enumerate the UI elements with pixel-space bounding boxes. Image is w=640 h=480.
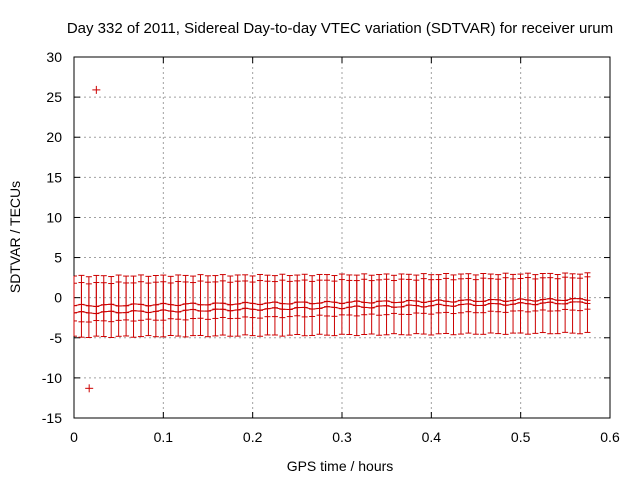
y-axis-ticks: -15 -10 -5 0 5 10 15 20 25 30 (42, 49, 610, 426)
x-tick-label: 0.2 (243, 429, 263, 445)
x-tick-label: 0.1 (154, 429, 174, 445)
y-tick-label: -5 (50, 330, 63, 346)
x-tick-label: 0 (70, 429, 78, 445)
chart-title: Day 332 of 2011, Sidereal Day-to-day VTE… (67, 20, 613, 37)
x-tick-label: 0.6 (600, 429, 620, 445)
y-tick-label: -15 (42, 410, 62, 426)
y-tick-label: 10 (46, 209, 62, 225)
x-tick-label: 0.3 (332, 429, 352, 445)
y-tick-label: 15 (46, 169, 62, 185)
x-tick-label: 0.4 (422, 429, 442, 445)
y-tick-label: -10 (42, 370, 62, 386)
y-tick-label: 0 (54, 290, 62, 306)
grid-lines (74, 57, 610, 418)
series-line (73, 298, 588, 308)
y-tick-label: 30 (46, 49, 62, 65)
y-tick-label: 25 (46, 89, 62, 105)
y-axis-label: SDTVAR / TECUs (7, 181, 23, 293)
x-axis-ticks: 0 0.1 0.2 0.3 0.4 0.5 0.6 (70, 57, 620, 445)
data-series (73, 85, 591, 393)
series-line (73, 301, 588, 315)
y-tick-label: 20 (46, 129, 62, 145)
x-tick-label: 0.5 (511, 429, 531, 445)
x-axis-label: GPS time / hours (287, 458, 394, 474)
y-tick-label: 5 (54, 250, 62, 266)
